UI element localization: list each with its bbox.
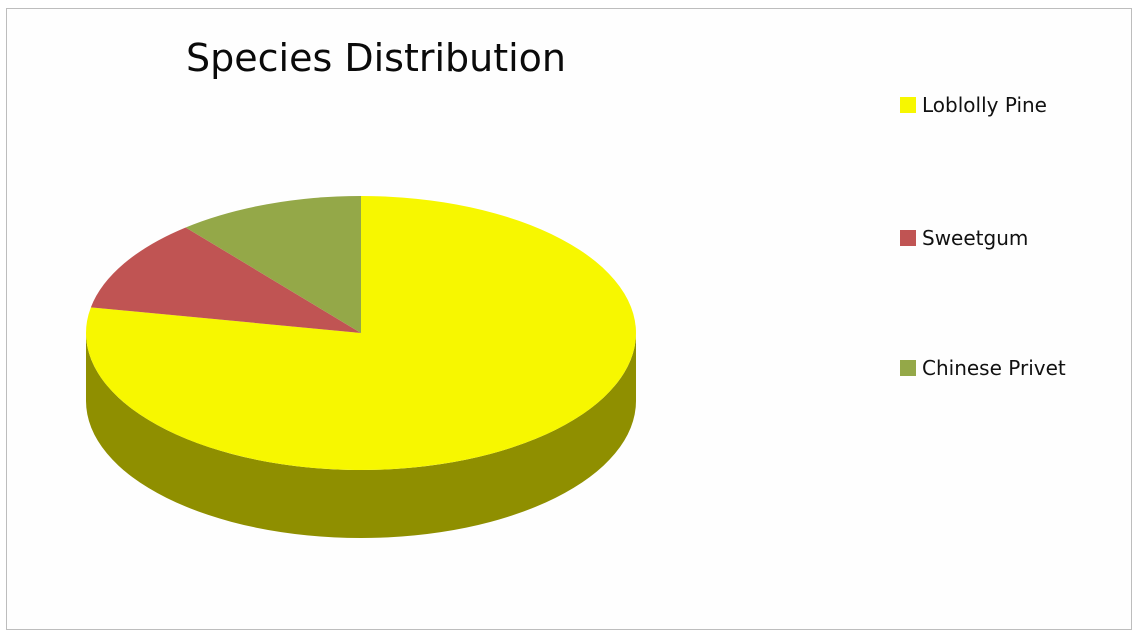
pie-slice-2	[185, 196, 361, 333]
pie-sides	[86, 333, 636, 538]
legend-swatch-1	[900, 230, 916, 246]
legend-label-0: Loblolly Pine	[922, 93, 1047, 117]
legend-label-2: Chinese Privet	[922, 356, 1066, 380]
pie-top	[85, 196, 636, 471]
legend-swatch-2	[900, 360, 916, 376]
chart-title: Species Distribution	[186, 36, 567, 80]
legend-label-1: Sweetgum	[922, 226, 1029, 250]
legend-item-1: Sweetgum	[900, 226, 1028, 250]
pie-slice-0	[85, 196, 636, 471]
pie-slice-1	[90, 227, 362, 333]
legend-item-2: Chinese Privet	[900, 356, 1066, 380]
legend-item-0: Loblolly Pine	[900, 93, 1047, 117]
legend-swatch-0	[900, 97, 916, 113]
pie-side-0	[86, 333, 636, 538]
